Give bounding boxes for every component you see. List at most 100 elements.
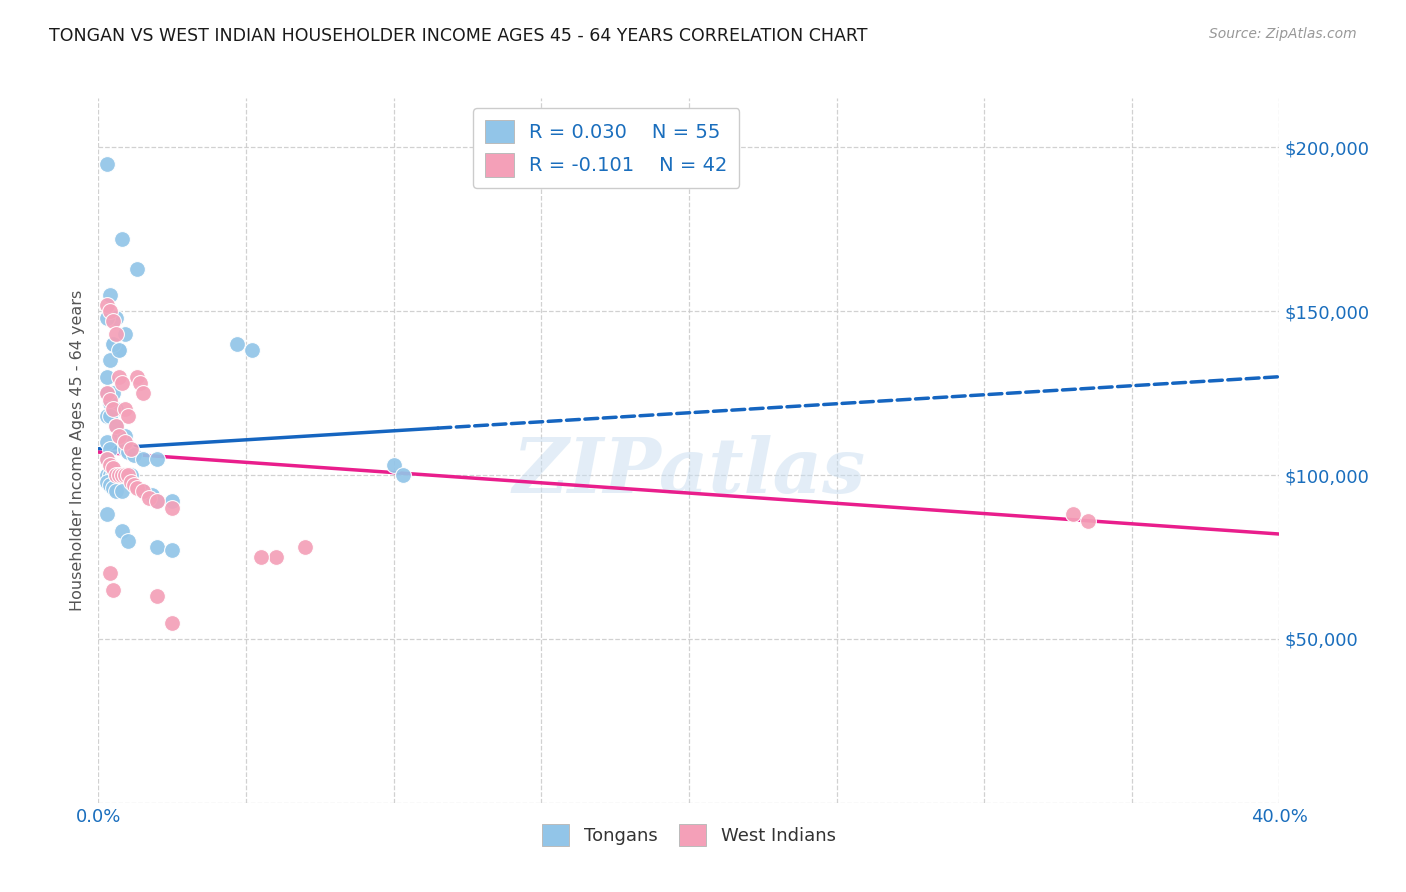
Point <box>103 461 125 475</box>
Point <box>98 304 121 318</box>
Text: ZIPatlas: ZIPatlas <box>512 434 866 508</box>
Point <box>108 343 131 358</box>
Point <box>114 327 136 342</box>
Point <box>103 314 125 328</box>
Point <box>162 543 183 558</box>
Point <box>117 445 139 459</box>
Point <box>382 458 405 473</box>
Point <box>103 481 125 495</box>
Point <box>114 442 136 456</box>
Point <box>108 468 131 483</box>
Point <box>162 494 183 508</box>
Point <box>105 418 128 433</box>
Point <box>391 468 413 483</box>
Point <box>105 484 128 499</box>
Point <box>96 451 118 466</box>
Point <box>138 491 160 505</box>
Y-axis label: Householder Income Ages 45 - 64 years: Householder Income Ages 45 - 64 years <box>69 290 84 611</box>
Point <box>103 386 125 401</box>
Point <box>125 369 148 384</box>
Point <box>98 468 121 483</box>
Point <box>146 590 169 604</box>
Point <box>98 458 121 473</box>
Point <box>146 540 169 554</box>
Point <box>128 376 150 391</box>
Point <box>264 549 287 564</box>
Point <box>122 449 145 463</box>
Point <box>132 484 155 499</box>
Point <box>98 478 121 492</box>
Point <box>96 386 118 401</box>
Point <box>98 458 121 473</box>
Point <box>96 310 118 325</box>
Point <box>96 369 118 384</box>
Point <box>108 428 131 442</box>
Point <box>120 442 142 456</box>
Text: Source: ZipAtlas.com: Source: ZipAtlas.com <box>1209 27 1357 41</box>
Point <box>117 409 139 423</box>
Point <box>98 287 121 301</box>
Point <box>162 500 183 515</box>
Point <box>96 156 118 170</box>
Legend: Tongans, West Indians: Tongans, West Indians <box>534 817 844 854</box>
Point <box>132 386 155 401</box>
Point <box>96 386 118 401</box>
Point <box>105 468 128 483</box>
Point <box>96 468 118 483</box>
Point <box>120 468 142 483</box>
Point <box>105 327 128 342</box>
Point <box>108 343 131 358</box>
Point <box>120 475 142 489</box>
Point <box>98 566 121 581</box>
Point <box>125 481 148 495</box>
Point <box>146 494 169 508</box>
Point <box>122 478 145 492</box>
Point <box>103 337 125 351</box>
Point <box>98 396 121 410</box>
Point <box>96 409 118 423</box>
Point <box>98 409 121 423</box>
Point <box>103 337 125 351</box>
Point <box>114 468 136 483</box>
Point <box>108 428 131 442</box>
Point <box>114 468 136 483</box>
Point <box>108 369 131 384</box>
Point <box>111 484 134 499</box>
Point <box>146 451 169 466</box>
Point <box>105 418 128 433</box>
Point <box>96 435 118 450</box>
Point <box>146 494 169 508</box>
Point <box>1077 514 1099 528</box>
Point <box>226 337 249 351</box>
Point <box>96 508 118 522</box>
Point <box>111 468 134 483</box>
Point <box>162 615 183 630</box>
Point <box>132 484 155 499</box>
Point <box>103 582 125 597</box>
Point <box>111 376 134 391</box>
Point <box>114 435 136 450</box>
Point <box>132 451 155 466</box>
Point <box>108 468 131 483</box>
Point <box>105 402 128 417</box>
Point <box>117 533 139 548</box>
Point <box>250 549 273 564</box>
Point <box>103 402 125 417</box>
Point <box>141 488 163 502</box>
Point <box>96 451 118 466</box>
Point <box>240 343 263 358</box>
Point <box>96 475 118 489</box>
Point <box>111 232 134 246</box>
Point <box>98 442 121 456</box>
Point <box>96 297 118 311</box>
Point <box>294 540 316 554</box>
Point <box>114 428 136 442</box>
Point <box>117 468 139 483</box>
Point <box>105 310 128 325</box>
Point <box>98 392 121 407</box>
Point <box>125 261 148 276</box>
Point <box>98 353 121 368</box>
Point <box>1062 508 1084 522</box>
Point <box>114 402 136 417</box>
Point <box>103 468 125 483</box>
